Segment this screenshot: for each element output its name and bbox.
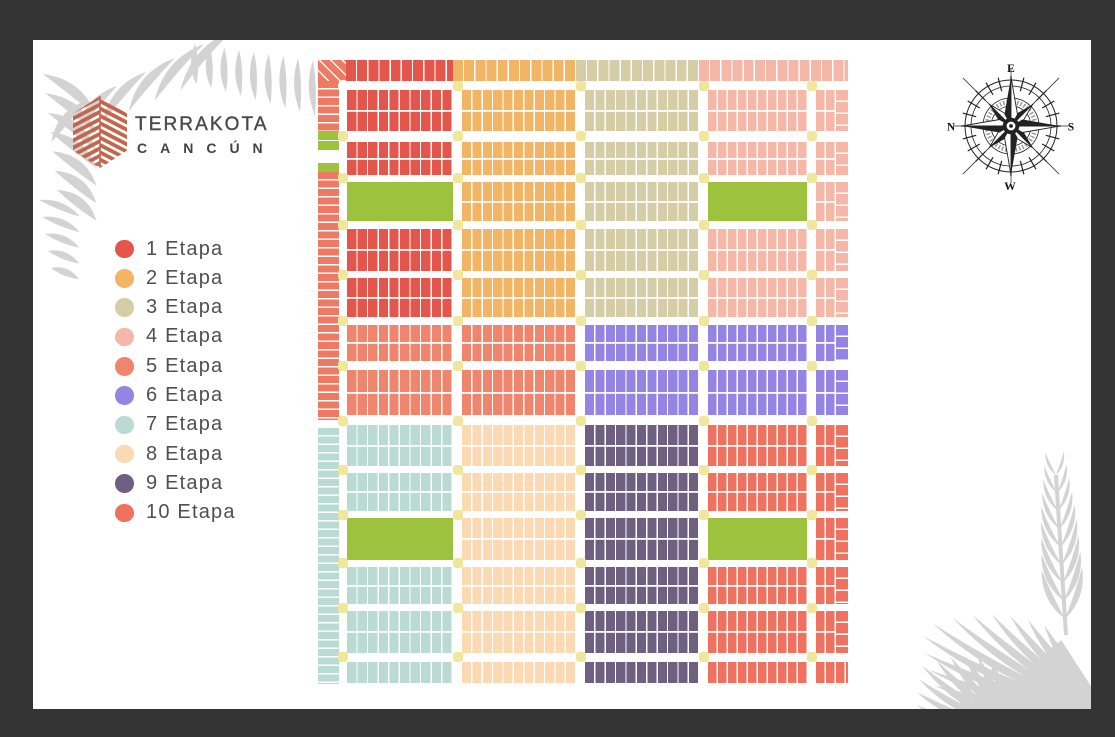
svg-text:W: W (1004, 181, 1016, 193)
svg-text:E: E (1007, 63, 1015, 75)
svg-text:N: N (947, 122, 956, 134)
svg-text:S: S (1068, 122, 1074, 134)
